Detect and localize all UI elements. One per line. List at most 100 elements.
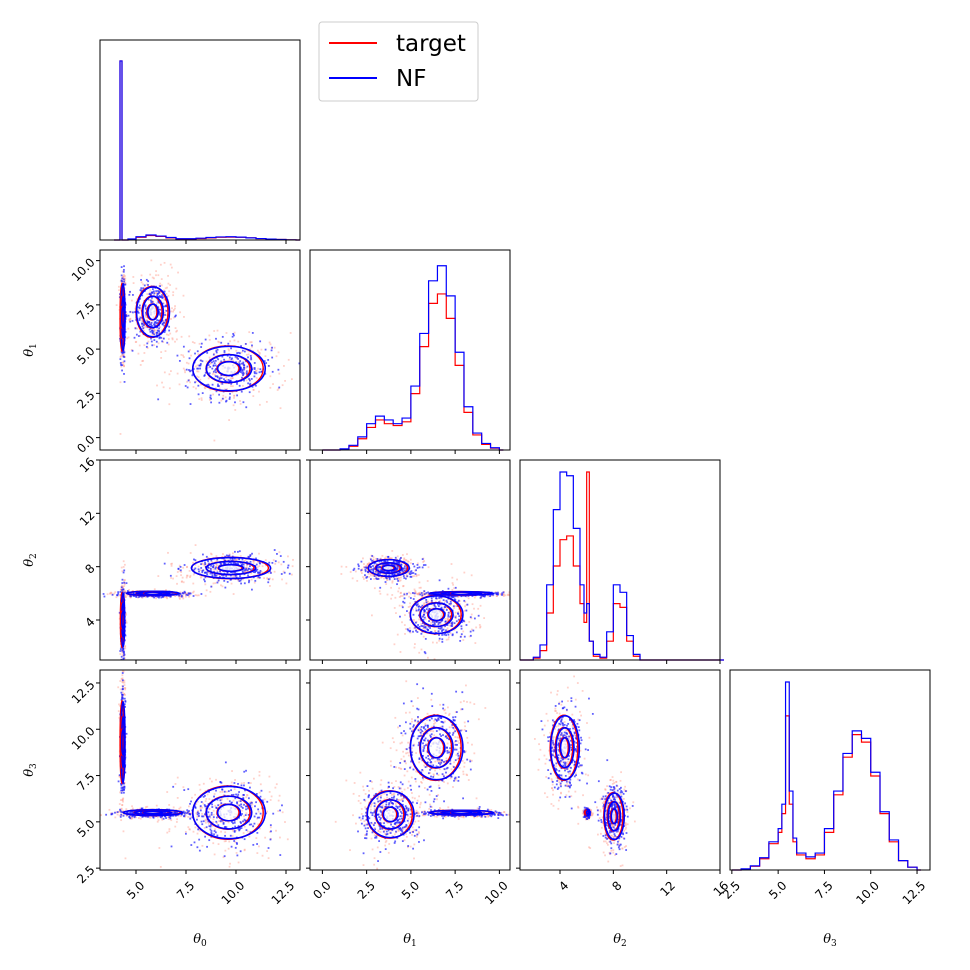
target-sample-point	[281, 811, 284, 814]
target-sample-point	[126, 337, 129, 340]
target-sample-point	[146, 336, 149, 339]
target-sample-point	[292, 558, 294, 561]
nf-sample-point	[204, 338, 207, 341]
target-sample-point	[148, 324, 151, 327]
target-sample-point	[121, 361, 123, 364]
target-sample-point	[430, 623, 432, 626]
target-sample-point	[274, 786, 277, 789]
nf-sample-point	[159, 816, 162, 819]
nf-sample-point	[242, 401, 245, 404]
nf-sample-point	[231, 801, 233, 804]
target-sample-point	[255, 837, 258, 839]
nf-sample-point	[122, 571, 125, 574]
nf-sample-point	[137, 335, 140, 337]
panel-border	[309, 249, 511, 451]
nf-sample-point	[123, 786, 126, 788]
nf-sample-point	[247, 555, 250, 558]
nf-sample-point	[218, 393, 221, 396]
target-sample-point	[362, 578, 365, 580]
target-sample-point	[151, 276, 154, 279]
target-sample-point	[143, 344, 146, 347]
target-sample-point	[114, 591, 117, 594]
nf-sample-point	[205, 384, 208, 386]
nf-sample-point	[228, 554, 231, 557]
nf-sample-point	[254, 805, 256, 808]
nf-sample-point	[245, 406, 248, 409]
target-sample-point	[124, 857, 127, 860]
target-sample-point	[119, 664, 121, 666]
panel-border	[99, 39, 301, 241]
target-sample-point	[246, 349, 249, 352]
target-sample-point	[165, 314, 168, 317]
target-sample-point	[121, 691, 124, 694]
target-sample-point	[122, 800, 124, 803]
target-sample-point	[435, 641, 438, 644]
nf-sample-point	[154, 321, 157, 323]
target-sample-point	[504, 594, 507, 597]
target-sample-point	[257, 810, 260, 813]
target-sample-point	[257, 367, 259, 370]
target-sample-point	[128, 589, 130, 591]
target-sample-point	[271, 578, 274, 581]
target-sample-point	[182, 566, 185, 569]
target-sample-point	[108, 808, 111, 811]
target-sample-point	[137, 309, 139, 311]
nf-sample-point	[210, 833, 213, 836]
nf-sample-point	[162, 812, 165, 815]
nf-sample-point	[243, 364, 246, 367]
target-sample-point	[212, 393, 215, 396]
nf-sample-point	[216, 581, 219, 584]
nf-sample-point	[172, 814, 175, 817]
target-sample-point	[244, 571, 247, 573]
target-sample-point	[373, 571, 376, 574]
nf-sample-point	[122, 649, 124, 651]
target-sample-point	[230, 781, 233, 784]
target-sample-point	[123, 679, 126, 682]
target-sample-point	[127, 336, 130, 339]
nf-sample-point	[249, 366, 252, 368]
target-sample-point	[215, 778, 217, 781]
nf-sample-point	[144, 311, 147, 314]
target-sample-point	[160, 357, 163, 359]
target-sample-point	[131, 299, 133, 302]
target-sample-point	[456, 578, 458, 581]
target-sample-point	[400, 572, 403, 575]
target-sample-point	[406, 553, 408, 556]
nf-sample-point	[168, 325, 171, 328]
nf-sample-point	[150, 291, 153, 294]
target-sample-point	[247, 370, 250, 372]
nf-sample-point	[234, 846, 237, 849]
target-sample-point	[445, 607, 448, 609]
target-sample-point	[118, 289, 120, 292]
target-sample-point	[290, 378, 293, 381]
target-sample-point	[238, 578, 241, 581]
nf-sample-point	[265, 362, 268, 364]
target-sample-point	[462, 630, 465, 633]
target-sample-point	[124, 596, 127, 599]
target-sample-point	[409, 562, 412, 565]
target-sample-point	[166, 831, 169, 834]
nf-sample-point	[123, 665, 125, 667]
nf-sample-point	[158, 596, 160, 599]
target-sample-point	[150, 259, 153, 262]
target-sample-point	[123, 585, 126, 588]
target-sample-point	[153, 293, 156, 296]
nf-sample-point	[240, 582, 242, 585]
nf-sample-point	[122, 270, 125, 273]
target-sample-point	[222, 394, 225, 397]
nf-sample-point	[136, 310, 139, 313]
nf-sample-point	[120, 792, 123, 794]
nf-contour	[216, 360, 242, 377]
target-sample-point	[395, 612, 397, 614]
nf-sample-point	[215, 368, 217, 370]
target-sample-point	[371, 614, 373, 617]
target-sample-point	[176, 776, 179, 779]
target-sample-point	[188, 569, 191, 572]
nf-sample-point	[148, 293, 151, 296]
target-sample-point	[306, 558, 308, 560]
target-sample-point	[122, 661, 124, 663]
target-sample-point	[155, 804, 158, 807]
target-sample-point	[194, 544, 197, 546]
target-sample-point	[222, 856, 225, 859]
nf-sample-point	[189, 817, 192, 820]
